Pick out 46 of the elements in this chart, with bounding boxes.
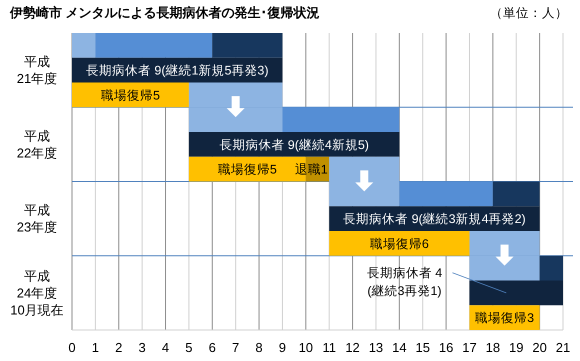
data-label: 長期病休者 9(継続3新規4再発2): [343, 212, 526, 226]
data-label: 職場復帰5: [218, 162, 277, 176]
x-tick-label: 4: [162, 340, 170, 355]
x-tick-label: 11: [322, 340, 336, 355]
bar: [72, 33, 96, 58]
data-label: 退職1: [294, 162, 328, 176]
text: （単位：人）: [490, 6, 568, 20]
bar: [399, 182, 493, 206]
bar: [212, 33, 282, 58]
data-label: 職場復帰3: [475, 311, 534, 325]
x-tick-label: 16: [438, 340, 454, 355]
x-tick-label: 18: [486, 340, 500, 355]
x-tick-label: 6: [208, 340, 216, 355]
bar: [329, 231, 470, 256]
x-tick-label: 5: [185, 340, 193, 355]
x-tick-label: 10: [298, 340, 314, 355]
bar: [469, 280, 563, 306]
data-label: 職場復帰6: [370, 236, 429, 251]
x-tick-label: 9: [278, 340, 286, 355]
x-tick-label: 13: [368, 340, 384, 355]
bar: [282, 107, 400, 132]
y-tick-label: 平成 21年度: [16, 54, 58, 86]
x-tick-label: 2: [115, 340, 122, 355]
data-label: 長期病休者 9(継続1新規5再発3): [86, 64, 269, 78]
x-tick-label: 3: [138, 340, 146, 355]
x-tick-label: 1: [92, 340, 99, 355]
x-tick-label: 8: [255, 340, 263, 355]
bar: [492, 182, 540, 206]
x-tick-label: 19: [509, 340, 524, 355]
y-tick-label: 平成 24年度 10月現在: [10, 268, 64, 318]
data-label: 長期病休者 4 (継続3再発1): [366, 266, 442, 298]
x-tick-label: 7: [232, 340, 240, 355]
y-tick-label: 平成 23年度: [16, 202, 58, 235]
y-tick-label: 平成 22年度: [16, 128, 58, 160]
x-tick-label: 0: [68, 340, 76, 355]
data-label: 職場復帰5: [100, 88, 160, 102]
x-tick-label: 14: [392, 340, 407, 355]
x-tick-label: 15: [415, 340, 430, 355]
x-tick-label: 21: [556, 340, 570, 355]
bar: [540, 256, 563, 280]
x-tick-label: 17: [462, 340, 477, 355]
bar: [95, 33, 212, 58]
data-label: 長期病休者 9(継続4新規5): [219, 138, 369, 152]
x-tick-label: 20: [532, 340, 547, 355]
chart-title: 伊勢崎市 メンタルによる長期病休者の発生･復帰状況: [9, 5, 320, 20]
x-tick-label: 12: [345, 340, 360, 355]
